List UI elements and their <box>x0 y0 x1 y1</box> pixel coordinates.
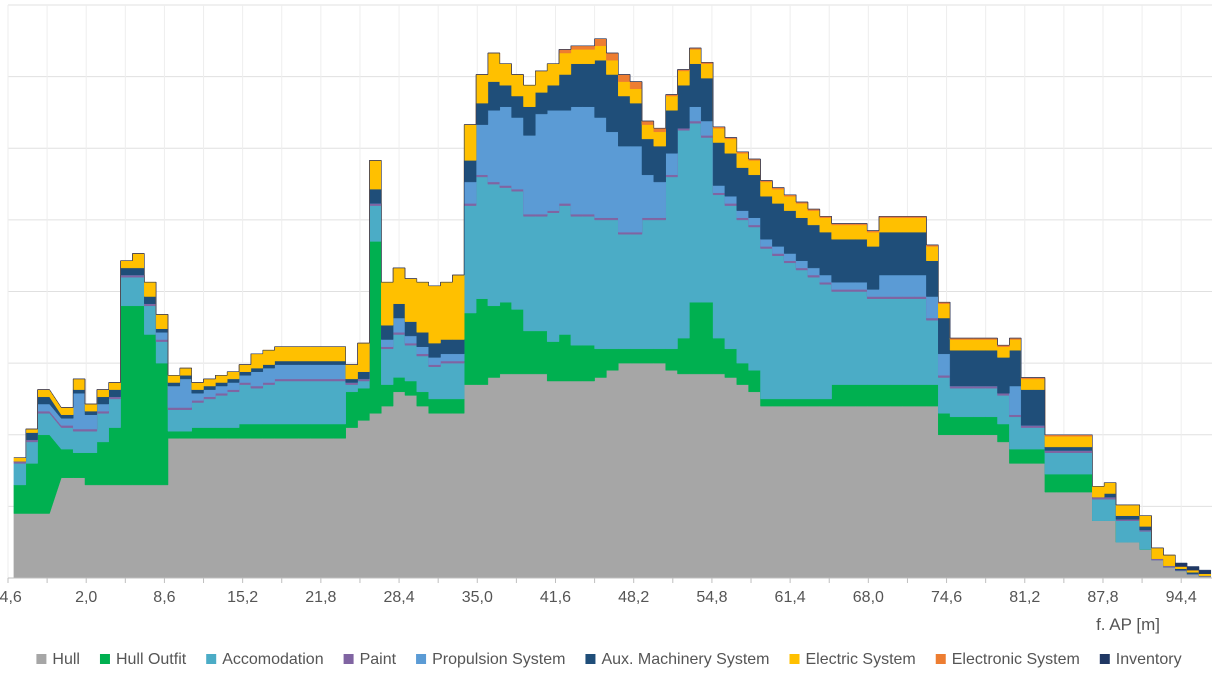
legend-item-hull-outfit: Hull Outfit <box>99 651 187 668</box>
x-tick-label: 81,2 <box>1009 589 1040 606</box>
x-tick-label: 48,2 <box>618 589 649 606</box>
legend-swatch <box>1099 654 1110 664</box>
x-tick-label: 61,4 <box>775 589 806 606</box>
x-tick-label: 94,4 <box>1166 589 1197 606</box>
legend-swatch <box>206 654 217 664</box>
x-tick-label: 41,6 <box>540 589 571 606</box>
legend-swatch <box>585 654 596 664</box>
series-areas <box>13 38 1212 579</box>
x-tick-label: -4,6 <box>0 589 22 606</box>
legend-label: Electronic System <box>952 651 1080 668</box>
legend-swatch <box>36 654 47 664</box>
legend-label: Hull Outfit <box>116 651 187 668</box>
legend-swatch <box>99 654 110 664</box>
x-tick-label: 68,0 <box>853 589 884 606</box>
legend-swatch <box>789 654 800 664</box>
x-axis-title: f. AP [m] <box>1096 615 1160 634</box>
legend-label: Electric System <box>806 651 916 668</box>
legend-label: Aux. Machinery System <box>601 651 769 668</box>
legend-item-propulsion-system: Propulsion System <box>416 651 565 668</box>
x-tick-label: 2,0 <box>75 589 97 606</box>
x-tick-label: 21,8 <box>305 589 336 606</box>
legend-swatch <box>416 654 427 664</box>
x-tick-label: 35,0 <box>462 589 493 606</box>
legend-item-electric-system: Electric System <box>789 651 916 668</box>
legend: Hull Hull Outfit Accomodation Paint Propulsi… <box>36 651 1182 668</box>
legend-label: Accomodation <box>222 651 323 668</box>
x-tick-label: 8,6 <box>153 589 175 606</box>
legend-item-inventory: Inventory <box>1099 651 1182 668</box>
x-tick-label: 54,8 <box>696 589 727 606</box>
legend-label: Hull <box>52 651 80 668</box>
legend-label: Inventory <box>1116 651 1182 668</box>
legend-item-aux-machinery-system: Aux. Machinery System <box>585 651 770 668</box>
legend-label: Propulsion System <box>432 651 565 668</box>
legend-item-accomodation: Accomodation <box>206 651 324 668</box>
x-axis: -4,6 2,0 8,6 15,2 21,8 28,4 35,0 41,6 48,2 54,8 61… <box>0 577 1212 606</box>
x-tick-label: 74,6 <box>931 589 962 606</box>
x-tick-label: 28,4 <box>383 589 414 606</box>
legend-label: Paint <box>360 651 397 668</box>
legend-swatch <box>935 654 946 664</box>
x-tick-label: 87,8 <box>1087 589 1118 606</box>
series-area-inventory <box>13 38 1212 574</box>
legend-swatch <box>343 654 354 664</box>
x-tick-label: 15,2 <box>227 589 258 606</box>
legend-item-electronic-system: Electronic System <box>935 651 1080 668</box>
legend-item-paint: Paint <box>343 651 397 668</box>
legend-item-hull: Hull <box>36 651 80 668</box>
